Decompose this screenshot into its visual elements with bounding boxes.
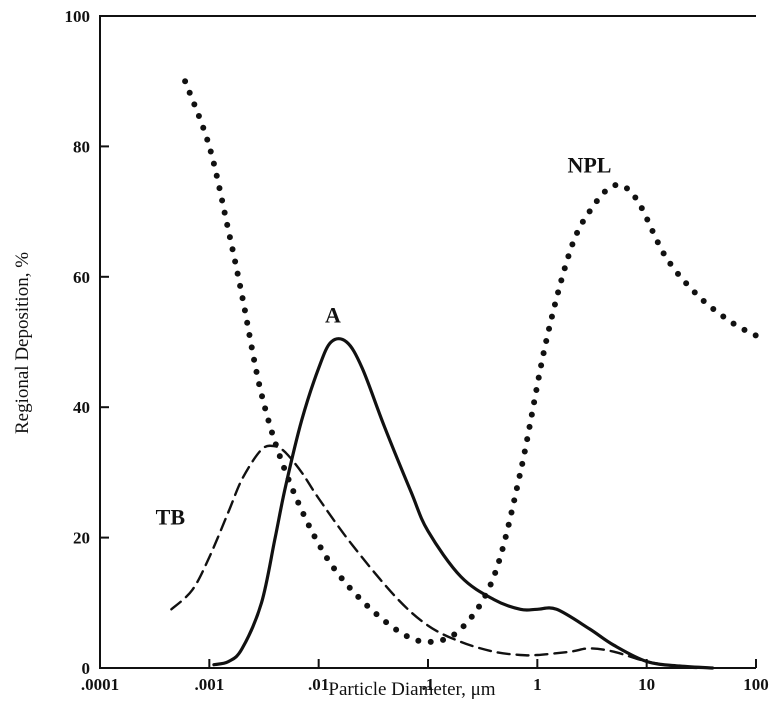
- series-line-a: [212, 337, 715, 670]
- axis-ticks: [99, 15, 757, 669]
- y-tick-label: 40: [73, 398, 90, 417]
- curves-layer: [170, 78, 759, 670]
- x-tick-label: .01: [308, 675, 329, 694]
- series-labels: NPL A TB: [156, 152, 612, 529]
- series-line-tb: [170, 444, 700, 670]
- x-tick-labels: .0001 .001 .01 .1 1 10 100: [81, 675, 769, 694]
- x-tick-label: .0001: [81, 675, 119, 694]
- series-label-a: A: [325, 302, 341, 327]
- y-tick-label: 0: [82, 659, 91, 678]
- x-tick-label: .001: [194, 675, 224, 694]
- x-tick-label: .1: [422, 675, 435, 694]
- y-tick-labels: 0 20 40 60 80 100: [65, 7, 91, 678]
- x-tick-label: 100: [743, 675, 769, 694]
- x-tick-label: 1: [533, 675, 542, 694]
- y-tick-label: 20: [73, 529, 90, 548]
- x-axis-title: Particle Diameter, μm: [328, 679, 495, 700]
- x-tick-label: 10: [638, 675, 655, 694]
- y-tick-label: 60: [73, 268, 90, 287]
- y-tick-label: 100: [65, 7, 91, 26]
- y-tick-label: 80: [73, 137, 90, 156]
- series-label-tb: TB: [156, 505, 186, 530]
- y-axis-title: Regional Deposition, %: [12, 252, 33, 434]
- series-label-npl: NPL: [567, 152, 611, 177]
- series-line-npl: [182, 78, 759, 645]
